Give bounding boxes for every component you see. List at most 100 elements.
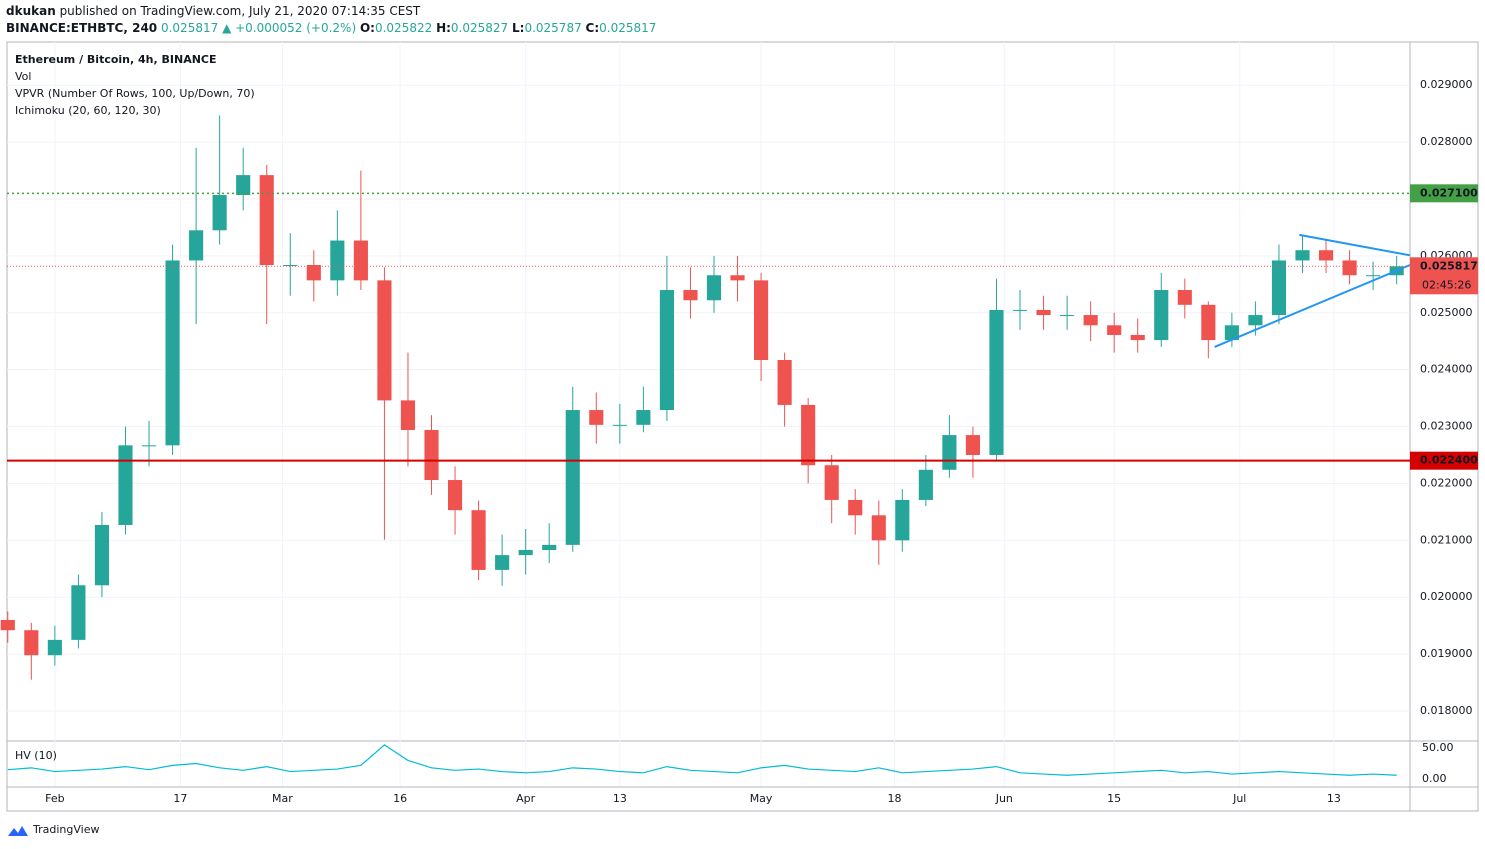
candle-body xyxy=(612,424,627,426)
x-tick-label: 13 xyxy=(1327,792,1341,805)
candle-body xyxy=(777,359,792,405)
y-tick-label: 0.021000 xyxy=(1420,533,1473,546)
candle-body xyxy=(1342,260,1357,276)
candle-body xyxy=(565,410,580,545)
candle-body xyxy=(24,630,39,656)
y-tick-label: 0.029000 xyxy=(1420,78,1473,91)
l: 0.025787 xyxy=(524,21,582,35)
level-label: 0.022400 xyxy=(1420,454,1478,467)
legend-item: Ichimoku (20, 60, 120, 30) xyxy=(15,104,161,117)
candle-body xyxy=(965,435,980,455)
y-tick-label: 0.019000 xyxy=(1420,647,1473,660)
candle-body xyxy=(824,465,839,500)
candle-body xyxy=(94,524,110,586)
marks xyxy=(0,115,1404,776)
candle-body xyxy=(871,515,886,541)
candle-body xyxy=(495,555,510,570)
candle-body xyxy=(1271,260,1287,316)
trend-line xyxy=(1299,233,1411,257)
candle-body xyxy=(330,240,345,281)
legend-item: Vol xyxy=(15,70,31,83)
x-tick-label: 16 xyxy=(393,792,407,805)
hv-line xyxy=(7,744,1397,776)
candle-body xyxy=(989,309,1004,455)
symbol: BINANCE:ETHBTC, 240 xyxy=(6,21,158,35)
x-tick-label: 13 xyxy=(613,792,627,805)
y-tick-label: 0.022000 xyxy=(1420,476,1473,489)
candle-body xyxy=(1036,309,1051,316)
candle-body xyxy=(165,260,180,446)
candle-body xyxy=(730,275,745,281)
x-tick-label: Apr xyxy=(516,792,536,805)
candle-body xyxy=(212,195,227,231)
candle-body xyxy=(118,445,133,525)
candle-body xyxy=(1366,275,1381,277)
candle-body xyxy=(1107,325,1122,335)
grid: 0.018000 0.019000 0.020000 0.021000 0.022000… xyxy=(7,42,1473,805)
candle-body xyxy=(447,480,463,511)
candle-body xyxy=(942,435,957,470)
candle-body xyxy=(918,469,933,500)
candle-body xyxy=(283,264,298,266)
hv-tick-label: 0.00 xyxy=(1422,772,1447,785)
o-label: O: xyxy=(359,21,375,35)
footer: TradingView xyxy=(32,823,99,836)
countdown: 02:45:26 xyxy=(1422,278,1471,291)
change: ▲ +0.000052 (+0.2%) xyxy=(222,21,357,35)
header-line-1: dkukan published on TradingView.com, Jul… xyxy=(6,4,420,18)
candle-body xyxy=(754,280,769,360)
level-label: 0.027100 xyxy=(1420,186,1478,199)
candle-body xyxy=(636,410,651,425)
header-line-2: BINANCE:ETHBTC, 240 0.025817 ▲ +0.000052… xyxy=(6,21,656,35)
candle-body xyxy=(471,510,486,570)
hv-tick-label: 50.00 xyxy=(1422,741,1454,754)
candle-body xyxy=(1060,315,1075,317)
candle-body xyxy=(706,275,722,301)
candle-body xyxy=(1154,290,1169,341)
x-tick-label: Feb xyxy=(45,792,64,805)
x-tick-label: 18 xyxy=(887,792,901,805)
y-tick-label: 0.020000 xyxy=(1420,590,1473,603)
x-tick-label: 17 xyxy=(173,792,187,805)
candle-body xyxy=(400,400,416,430)
candle-body xyxy=(424,429,439,481)
l-label: L: xyxy=(512,21,525,35)
x-tick-label: May xyxy=(750,792,773,805)
candle-body xyxy=(1295,250,1310,261)
legend-item: VPVR (Number Of Rows, 100, Up/Down, 70) xyxy=(15,87,255,100)
hv-title: HV (10) xyxy=(15,749,57,762)
candle-body xyxy=(518,549,533,556)
candle-body xyxy=(141,445,157,447)
y-tick-label: 0.018000 xyxy=(1420,704,1473,717)
x-tick-label: 15 xyxy=(1107,792,1121,805)
x-tick-label: Mar xyxy=(272,792,293,805)
y-tick-label: 0.025000 xyxy=(1420,306,1473,319)
candle-body xyxy=(1177,290,1192,305)
h-label: H: xyxy=(436,21,451,35)
last-price-tag xyxy=(1410,257,1478,295)
candle-body xyxy=(236,175,251,196)
candle-body xyxy=(848,499,863,516)
x-tick-label: Jun xyxy=(995,792,1013,805)
level-tag xyxy=(1410,451,1478,470)
y-tick-label: 0.024000 xyxy=(1420,363,1473,376)
h: 0.025827 xyxy=(450,21,509,35)
candle-body xyxy=(1201,304,1216,341)
overlay: 0.027100 0.022400 0.025817 02:45:26 xyxy=(7,184,1478,470)
c: 0.025817 xyxy=(599,21,657,35)
y-tick-label: 0.028000 xyxy=(1420,135,1473,148)
trend-line xyxy=(1214,264,1411,348)
candle-body xyxy=(542,544,557,550)
candle-body xyxy=(1083,315,1098,326)
published: published on TradingView.com, July 21, 2… xyxy=(59,4,421,18)
candle-body xyxy=(306,264,321,281)
author: dkukan xyxy=(6,4,56,18)
candle-body xyxy=(1224,325,1239,341)
candle-body xyxy=(659,290,674,411)
candle-body xyxy=(1130,334,1145,341)
candle-body xyxy=(1248,315,1263,326)
x-tick-label: Jul xyxy=(1232,792,1246,805)
candle-body xyxy=(801,404,816,466)
candle-body xyxy=(1012,309,1028,311)
